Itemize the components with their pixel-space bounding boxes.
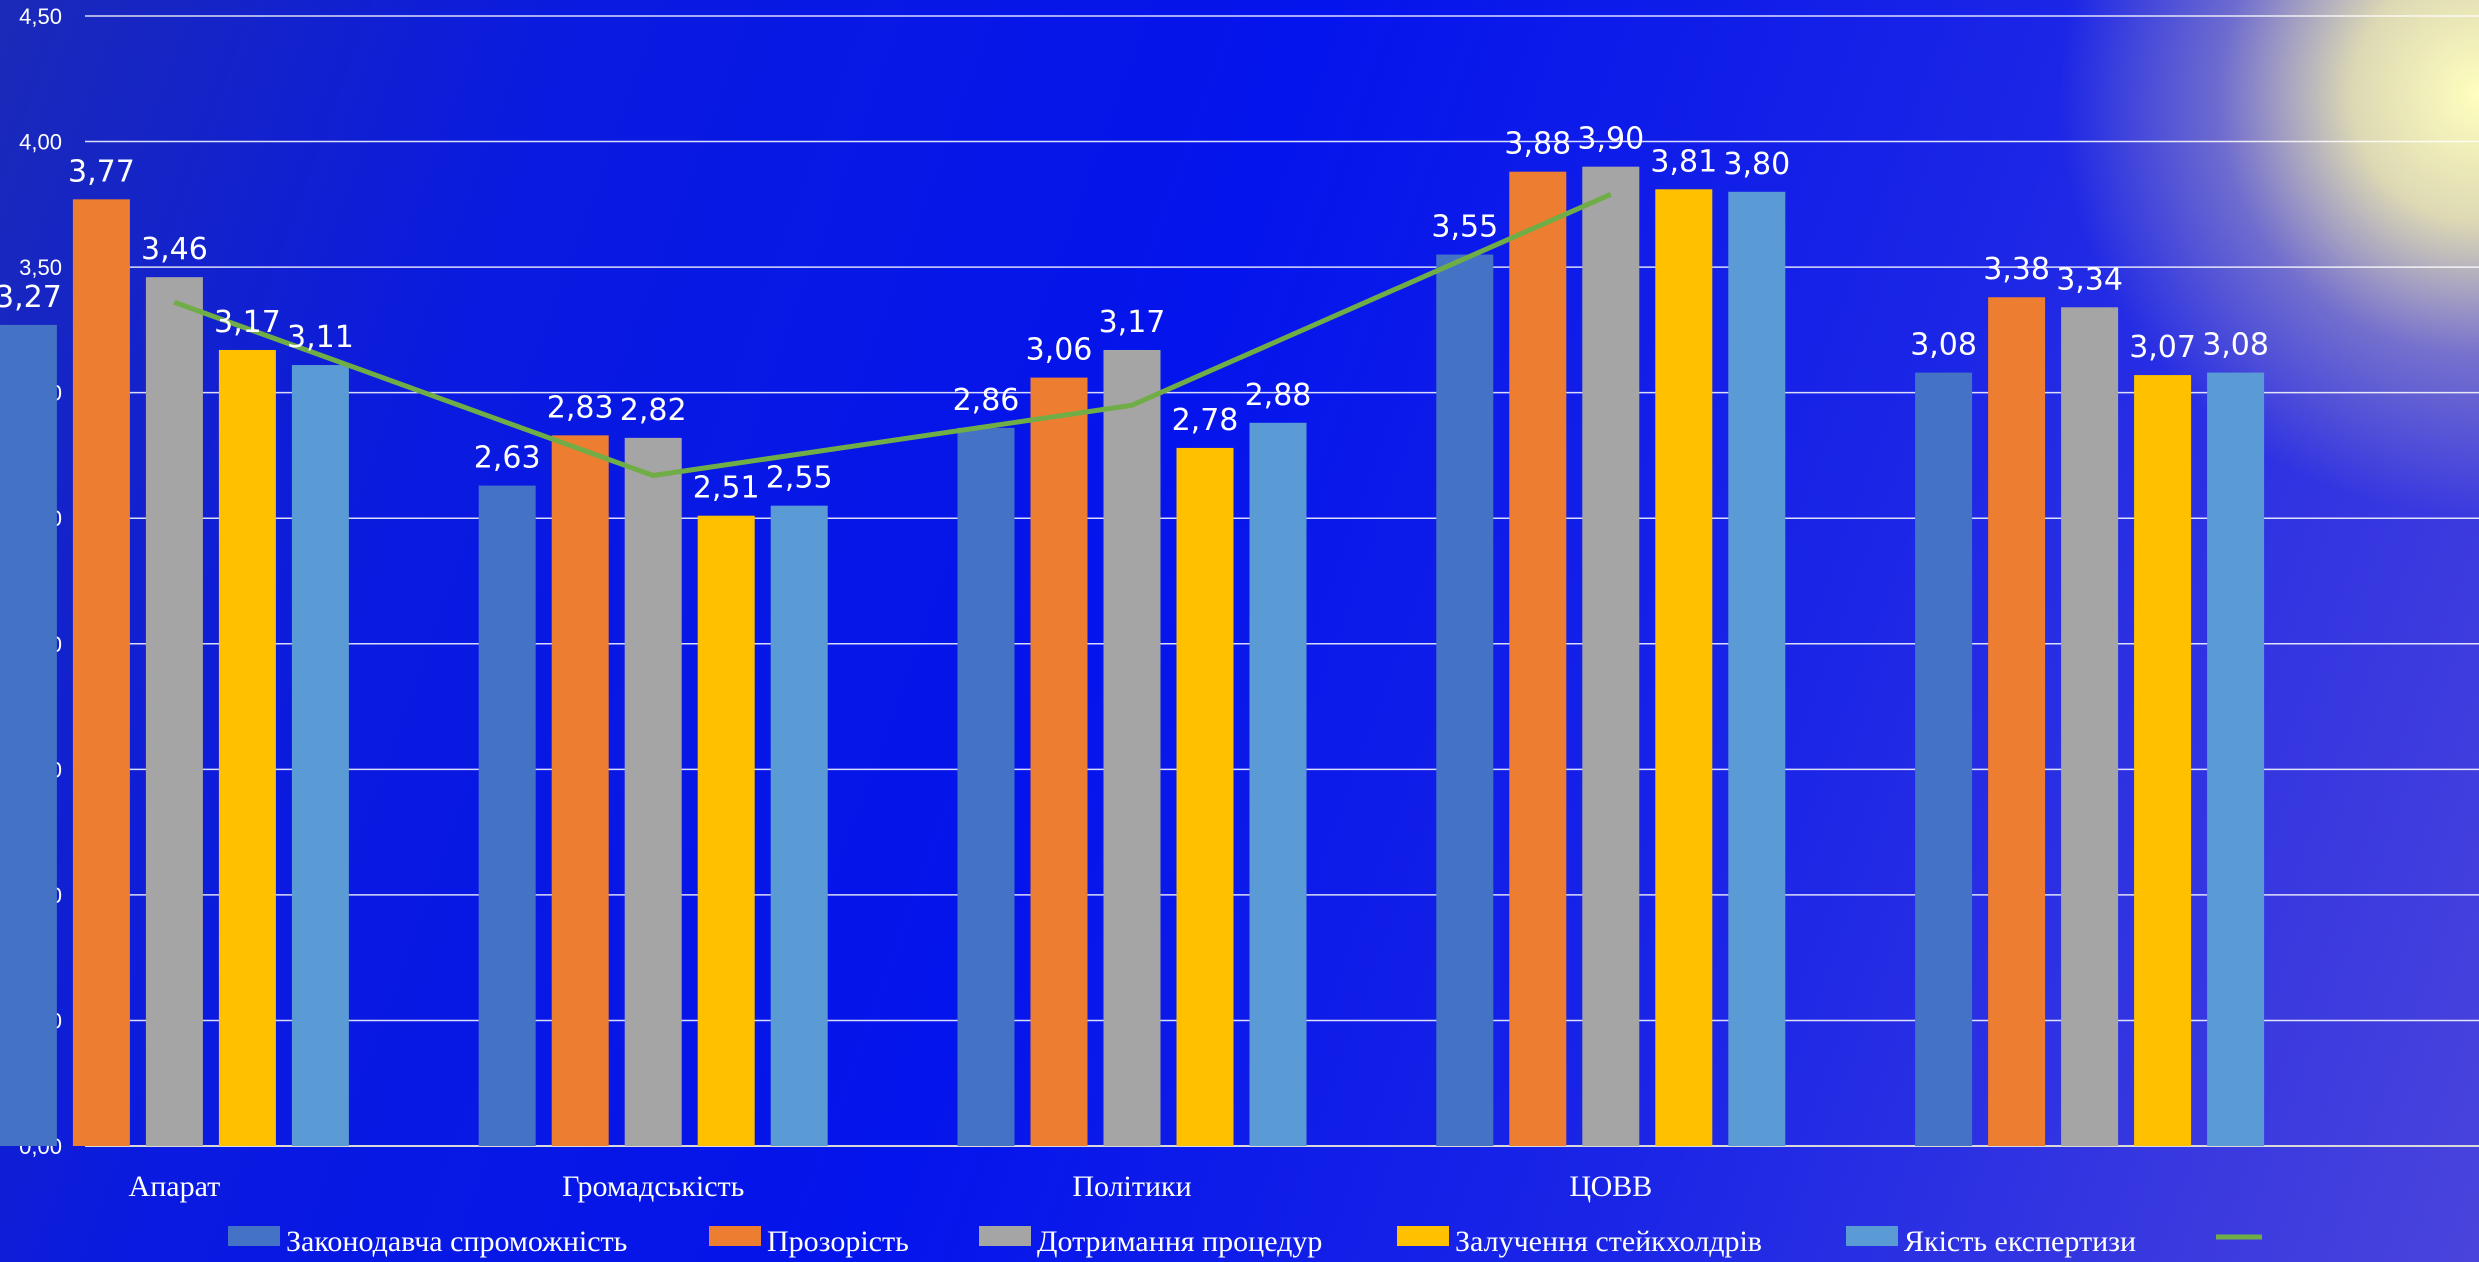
legend-swatch	[709, 1226, 761, 1246]
bar	[624, 437, 682, 1146]
bar	[1030, 377, 1088, 1147]
legend-swatch	[228, 1226, 280, 1246]
x-tick-label: ЦОВВ	[1569, 1170, 1652, 1203]
data-label: 3,08	[1910, 328, 1977, 363]
data-label: 3,46	[141, 232, 208, 267]
bar	[1176, 447, 1234, 1146]
bar	[1436, 254, 1494, 1147]
data-label: 3,80	[1723, 147, 1790, 182]
data-label: 2,51	[693, 471, 760, 506]
x-tick-label: Громадськість	[562, 1170, 744, 1203]
data-label: 3,11	[287, 320, 354, 355]
legend-swatch	[1846, 1226, 1898, 1246]
data-label: 2,63	[474, 441, 541, 476]
y-tick-label: 4,50	[19, 4, 62, 29]
data-label: 3,07	[2129, 330, 2196, 365]
bar	[291, 365, 349, 1146]
data-label: 2,55	[766, 461, 833, 496]
bar	[697, 515, 755, 1146]
bar	[2061, 307, 2119, 1146]
bar	[1103, 349, 1161, 1146]
bar	[145, 277, 203, 1147]
data-label: 3,17	[214, 305, 281, 340]
bars	[0, 166, 2265, 1147]
bar	[957, 427, 1015, 1146]
bar	[551, 435, 609, 1146]
data-label: 3,08	[2202, 328, 2269, 363]
legend-label: Законодавча спроможність	[286, 1225, 627, 1258]
legend-swatch	[1397, 1226, 1449, 1246]
x-tick-label: Апарат	[129, 1170, 221, 1203]
legend-label: Дотримання процедур	[1037, 1225, 1322, 1258]
trend-line-layer	[173, 192, 1612, 479]
bar	[1582, 166, 1640, 1146]
bar	[0, 324, 57, 1146]
bar	[1988, 297, 2046, 1146]
data-labels: 3,273,773,463,17 3,112,632,83 2,822,51 2,55…	[0, 122, 2269, 506]
data-label: 3,27	[0, 280, 62, 315]
data-label: 3,34	[2056, 262, 2123, 297]
bar	[2207, 372, 2265, 1147]
x-axis: Апарат Громадськість Політики ЦОВВ	[129, 1170, 1653, 1203]
bar	[478, 485, 536, 1147]
data-label: 3,17	[1099, 305, 1166, 340]
y-tick-label: 3,50	[19, 255, 62, 280]
legend: Законодавча спроможність Прозорість Дотрим…	[228, 1225, 2262, 1258]
bar	[770, 505, 828, 1147]
data-label: 2,88	[1245, 378, 1312, 413]
x-tick-label: Політики	[1072, 1170, 1191, 1203]
legend-label: Прозорість	[767, 1225, 909, 1258]
bar	[1728, 191, 1786, 1146]
bar	[1915, 372, 1973, 1147]
trend-line	[173, 192, 1612, 479]
data-label: 3,55	[1431, 210, 1498, 245]
data-label: 3,90	[1577, 122, 1644, 157]
bar	[2134, 375, 2192, 1147]
data-label: 3,38	[1983, 252, 2050, 287]
data-label: 3,88	[1504, 127, 1571, 162]
y-tick-label: 4,00	[19, 130, 62, 155]
bar	[1249, 422, 1307, 1146]
data-label: 3,77	[68, 154, 135, 189]
data-label: 2,82	[620, 393, 687, 428]
data-label: 3,81	[1650, 144, 1717, 179]
legend-label: Якість експертизи	[1904, 1225, 2136, 1258]
bar	[1655, 189, 1713, 1146]
data-label: 3,06	[1026, 333, 1093, 368]
bar	[72, 199, 130, 1147]
legend-label: Залучення стейкхолдрів	[1455, 1225, 1762, 1258]
legend-swatch	[979, 1226, 1031, 1246]
data-label: 2,83	[547, 390, 614, 425]
data-label: 2,78	[1172, 403, 1239, 438]
bar	[218, 349, 276, 1146]
bar	[1509, 171, 1567, 1146]
data-label: 2,86	[953, 383, 1020, 418]
